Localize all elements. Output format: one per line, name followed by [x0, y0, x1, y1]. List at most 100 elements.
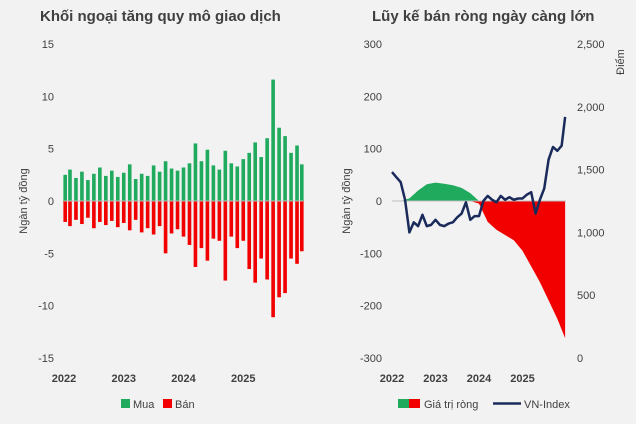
y-tick-label: 10: [42, 91, 54, 103]
sell-bar: [265, 201, 269, 280]
left-chart-title: Khối ngoại tăng quy mô giao dịch: [40, 8, 281, 25]
sell-bar: [295, 201, 299, 264]
y-axis-label-left: Ngàn tỷ đồng: [341, 168, 353, 233]
sell-bar: [277, 201, 281, 298]
sell-bar: [253, 201, 258, 283]
y-tick-label-right: 0: [577, 353, 583, 365]
y-axis-label: Ngàn tỷ đồng: [18, 168, 30, 233]
y-tick-label: 0: [48, 196, 54, 208]
buy-bar: [211, 165, 216, 201]
buy-bar: [133, 179, 138, 201]
sell-bar: [109, 201, 114, 221]
buy-bar: [157, 171, 162, 201]
y-tick-label: -10: [38, 301, 54, 313]
legend-label-sell: Bán: [175, 399, 195, 411]
sell-bar: [205, 201, 210, 261]
sell-bar: [86, 201, 90, 218]
y-tick-label-left: -200: [360, 301, 382, 313]
sell-bar: [211, 201, 216, 239]
buy-bar: [205, 149, 210, 201]
buy-bar: [259, 157, 263, 201]
sell-bar: [229, 201, 234, 237]
buy-bar: [241, 159, 246, 201]
sell-bar: [68, 201, 72, 227]
buy-bar: [175, 170, 180, 201]
sell-bar: [145, 201, 150, 229]
sell-bar: [63, 201, 68, 222]
sell-bar: [283, 201, 287, 294]
right-chart-title: Lũy kế bán ròng ngày càng lớn: [372, 8, 595, 25]
buy-bar: [199, 161, 204, 201]
net-area-positive: [392, 182, 566, 201]
sell-bar: [98, 201, 102, 222]
vn-index-line: [391, 116, 567, 234]
y-tick-label-left: -100: [360, 248, 382, 260]
buy-bar: [283, 136, 287, 201]
buy-bar: [277, 127, 281, 201]
buy-bar: [247, 152, 252, 201]
sell-bar: [127, 201, 132, 231]
sell-bar: [289, 201, 293, 259]
sell-bar: [199, 201, 204, 249]
buy-bar: [74, 177, 78, 201]
x-tick-label-right: 2022: [380, 373, 404, 385]
sell-bar: [175, 201, 180, 230]
sell-bar: [271, 201, 275, 318]
x-tick-label-right: 2023: [423, 373, 447, 385]
y-tick-label-left: 0: [376, 196, 382, 208]
buy-bar: [217, 169, 222, 201]
sell-bar: [193, 201, 198, 267]
sell-bar: [241, 201, 246, 241]
y-tick-label-left: -300: [360, 353, 382, 365]
y-axis-label-right: Điểm: [615, 49, 627, 75]
sell-bar: [92, 201, 96, 229]
buy-bar: [181, 167, 186, 201]
buy-bar: [271, 79, 275, 201]
buy-bar: [145, 175, 150, 201]
y-tick-label-right: 1,000: [577, 227, 605, 239]
buy-bar: [289, 152, 293, 201]
y-tick-label-left: 300: [364, 39, 382, 51]
sell-bar: [139, 201, 144, 233]
buy-bar: [253, 142, 258, 201]
sell-bar: [151, 201, 156, 235]
sell-bar: [80, 201, 84, 225]
buy-bar: [98, 167, 102, 201]
sell-bar: [104, 201, 108, 226]
sell-bar: [133, 201, 138, 220]
sell-bar: [181, 201, 186, 237]
buy-bar: [295, 145, 299, 201]
buy-bar: [127, 164, 132, 201]
buy-bar: [68, 169, 72, 201]
buy-bar: [63, 174, 68, 201]
x-tick-label: 2024: [171, 373, 196, 385]
sell-bar: [187, 201, 192, 245]
sell-bar: [115, 201, 120, 228]
y-tick-label-right: 2,000: [577, 102, 605, 114]
legend-label-vn-index: VN-Index: [524, 399, 570, 411]
buy-bar: [109, 170, 114, 201]
sell-bar: [247, 201, 252, 270]
y-tick-label-left: 200: [364, 91, 382, 103]
legend-swatch-net-negative: [409, 399, 420, 408]
buy-bar: [265, 138, 269, 201]
x-tick-label-right: 2024: [467, 373, 492, 385]
buy-bar: [80, 171, 84, 201]
buy-bar: [92, 173, 96, 201]
buy-bar: [86, 180, 90, 201]
sell-bar: [121, 201, 126, 223]
buy-bar: [235, 166, 240, 201]
legend-swatch-buy: [121, 399, 130, 408]
y-tick-label-left: 100: [364, 144, 382, 156]
buy-bar: [299, 164, 304, 201]
buy-bar: [229, 163, 234, 201]
buy-bar: [187, 163, 192, 201]
sell-bar: [223, 201, 228, 281]
y-tick-label-right: 2,500: [577, 39, 605, 51]
y-tick-label-right: 500: [577, 290, 595, 302]
sell-bar: [169, 201, 174, 234]
legend-label-net: Giá trị ròng: [424, 399, 478, 411]
buy-bar: [223, 150, 228, 201]
